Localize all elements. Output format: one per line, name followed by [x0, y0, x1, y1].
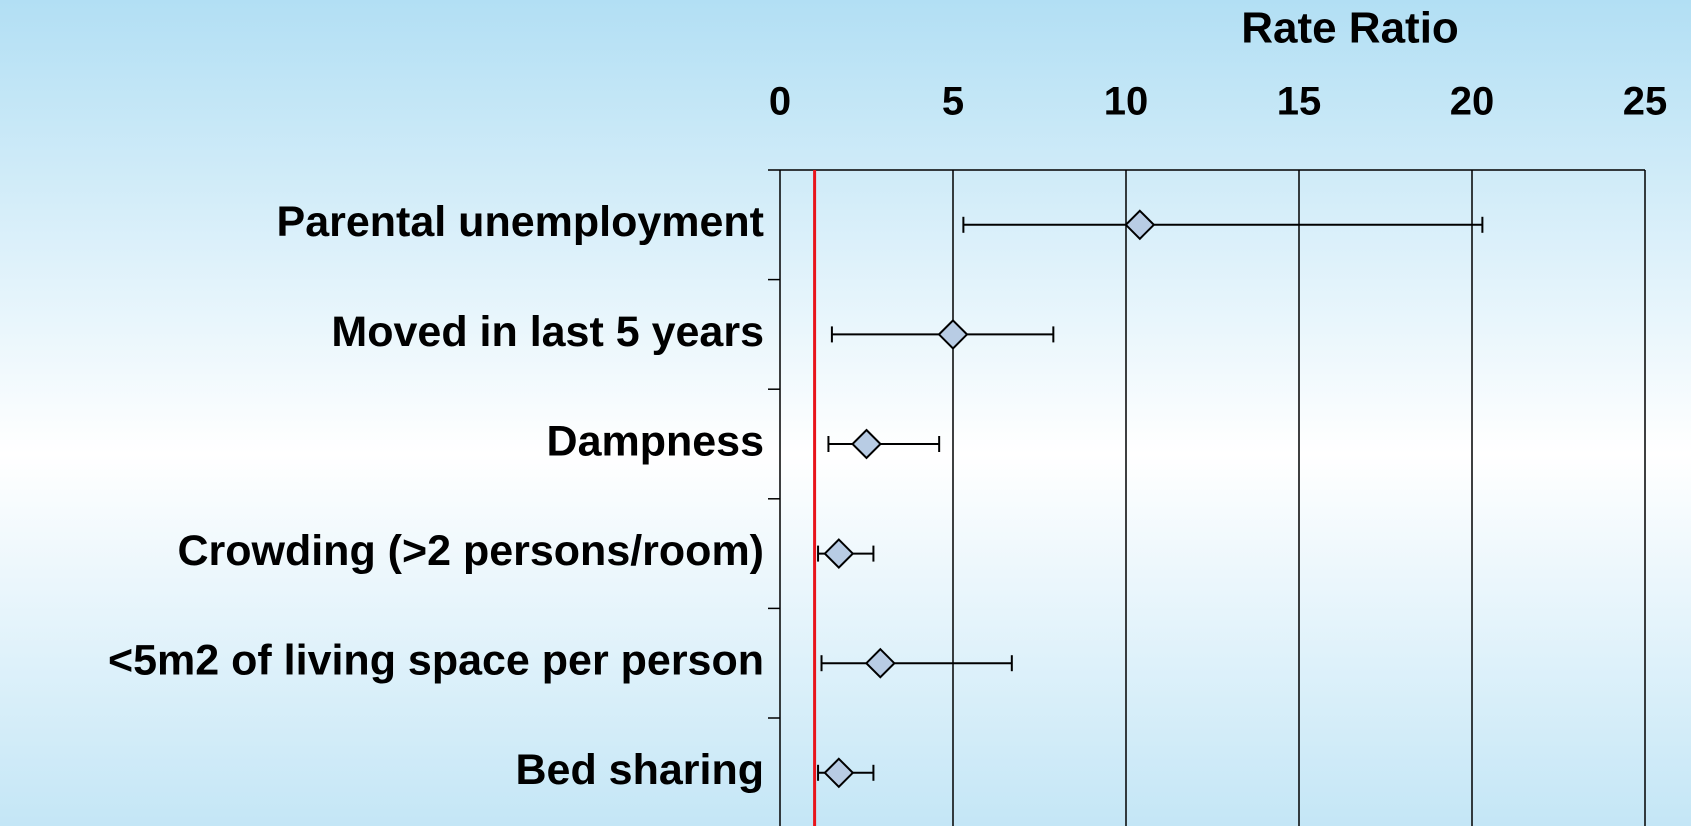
point-marker [937, 318, 969, 350]
point-marker [1124, 209, 1156, 241]
x-tick-label: 25 [1623, 80, 1668, 124]
x-tick-label: 15 [1277, 80, 1322, 124]
category-label: Moved in last 5 years [331, 308, 764, 356]
category-label: Bed sharing [516, 746, 765, 794]
category-label: <5m2 of living space per person [108, 637, 764, 685]
x-tick-label: 20 [1450, 80, 1495, 124]
category-label: Dampness [547, 417, 764, 465]
category-label: Parental unemployment [277, 198, 764, 246]
point-marker [851, 428, 882, 460]
x-tick-label: 10 [1104, 80, 1149, 124]
x-tick-label: 0 [769, 80, 791, 124]
point-marker [823, 757, 855, 789]
point-marker [864, 647, 896, 679]
category-label: Crowding (>2 persons/room) [177, 527, 764, 575]
x-tick-label: 5 [942, 80, 964, 124]
point-marker [823, 538, 855, 570]
axis-title: Rate Ratio [1241, 4, 1459, 53]
